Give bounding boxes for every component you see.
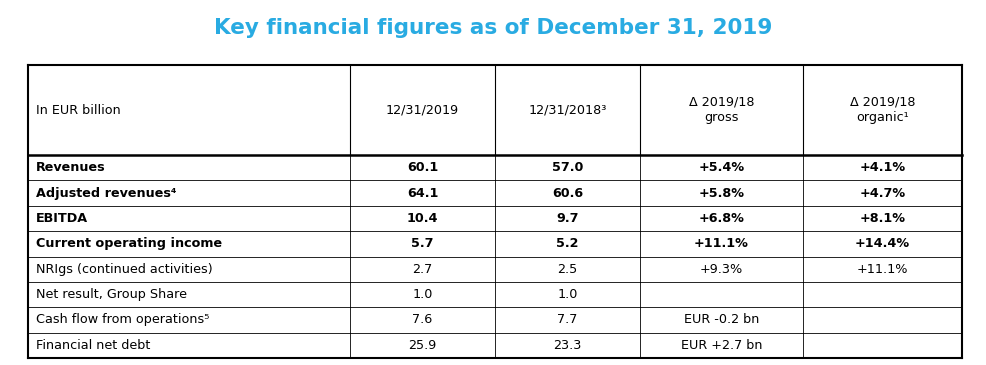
Text: 60.1: 60.1 — [406, 161, 438, 174]
Text: +5.4%: +5.4% — [698, 161, 743, 174]
Text: 57.0: 57.0 — [551, 161, 583, 174]
Text: 25.9: 25.9 — [408, 339, 436, 352]
Text: EUR +2.7 bn: EUR +2.7 bn — [680, 339, 761, 352]
Text: EBITDA: EBITDA — [35, 212, 88, 225]
Text: NRIgs (continued activities): NRIgs (continued activities) — [35, 263, 212, 276]
Text: Revenues: Revenues — [35, 161, 106, 174]
Text: +4.1%: +4.1% — [859, 161, 905, 174]
Text: +4.7%: +4.7% — [859, 187, 905, 200]
Text: +9.3%: +9.3% — [699, 263, 742, 276]
Text: 1.0: 1.0 — [557, 288, 577, 301]
Text: 5.7: 5.7 — [411, 237, 434, 250]
Text: Key financial figures as of December 31, 2019: Key financial figures as of December 31,… — [214, 18, 772, 38]
Text: 7.7: 7.7 — [557, 314, 577, 326]
Text: 2.7: 2.7 — [412, 263, 432, 276]
Text: +11.1%: +11.1% — [856, 263, 907, 276]
Text: 1.0: 1.0 — [412, 288, 433, 301]
Text: 60.6: 60.6 — [551, 187, 583, 200]
Text: Cash flow from operations⁵: Cash flow from operations⁵ — [35, 314, 209, 326]
Text: Δ 2019/18
organic¹: Δ 2019/18 organic¹ — [849, 96, 914, 124]
Text: 9.7: 9.7 — [555, 212, 578, 225]
Text: 7.6: 7.6 — [412, 314, 432, 326]
Text: +8.1%: +8.1% — [859, 212, 905, 225]
Text: Adjusted revenues⁴: Adjusted revenues⁴ — [35, 187, 176, 200]
Text: 5.2: 5.2 — [555, 237, 578, 250]
Text: +11.1%: +11.1% — [693, 237, 748, 250]
Text: Net result, Group Share: Net result, Group Share — [35, 288, 186, 301]
Text: 10.4: 10.4 — [406, 212, 438, 225]
Text: Financial net debt: Financial net debt — [35, 339, 150, 352]
Text: +5.8%: +5.8% — [698, 187, 743, 200]
Text: Δ 2019/18
gross: Δ 2019/18 gross — [688, 96, 753, 124]
Text: 2.5: 2.5 — [557, 263, 577, 276]
Text: +6.8%: +6.8% — [698, 212, 743, 225]
Text: 23.3: 23.3 — [552, 339, 581, 352]
Text: EUR -0.2 bn: EUR -0.2 bn — [683, 314, 758, 326]
Text: 12/31/2019: 12/31/2019 — [386, 104, 458, 116]
Text: In EUR billion: In EUR billion — [35, 104, 120, 116]
Text: 64.1: 64.1 — [406, 187, 438, 200]
Text: 12/31/2018³: 12/31/2018³ — [528, 104, 606, 116]
Text: Current operating income: Current operating income — [35, 237, 222, 250]
Text: +14.4%: +14.4% — [854, 237, 909, 250]
